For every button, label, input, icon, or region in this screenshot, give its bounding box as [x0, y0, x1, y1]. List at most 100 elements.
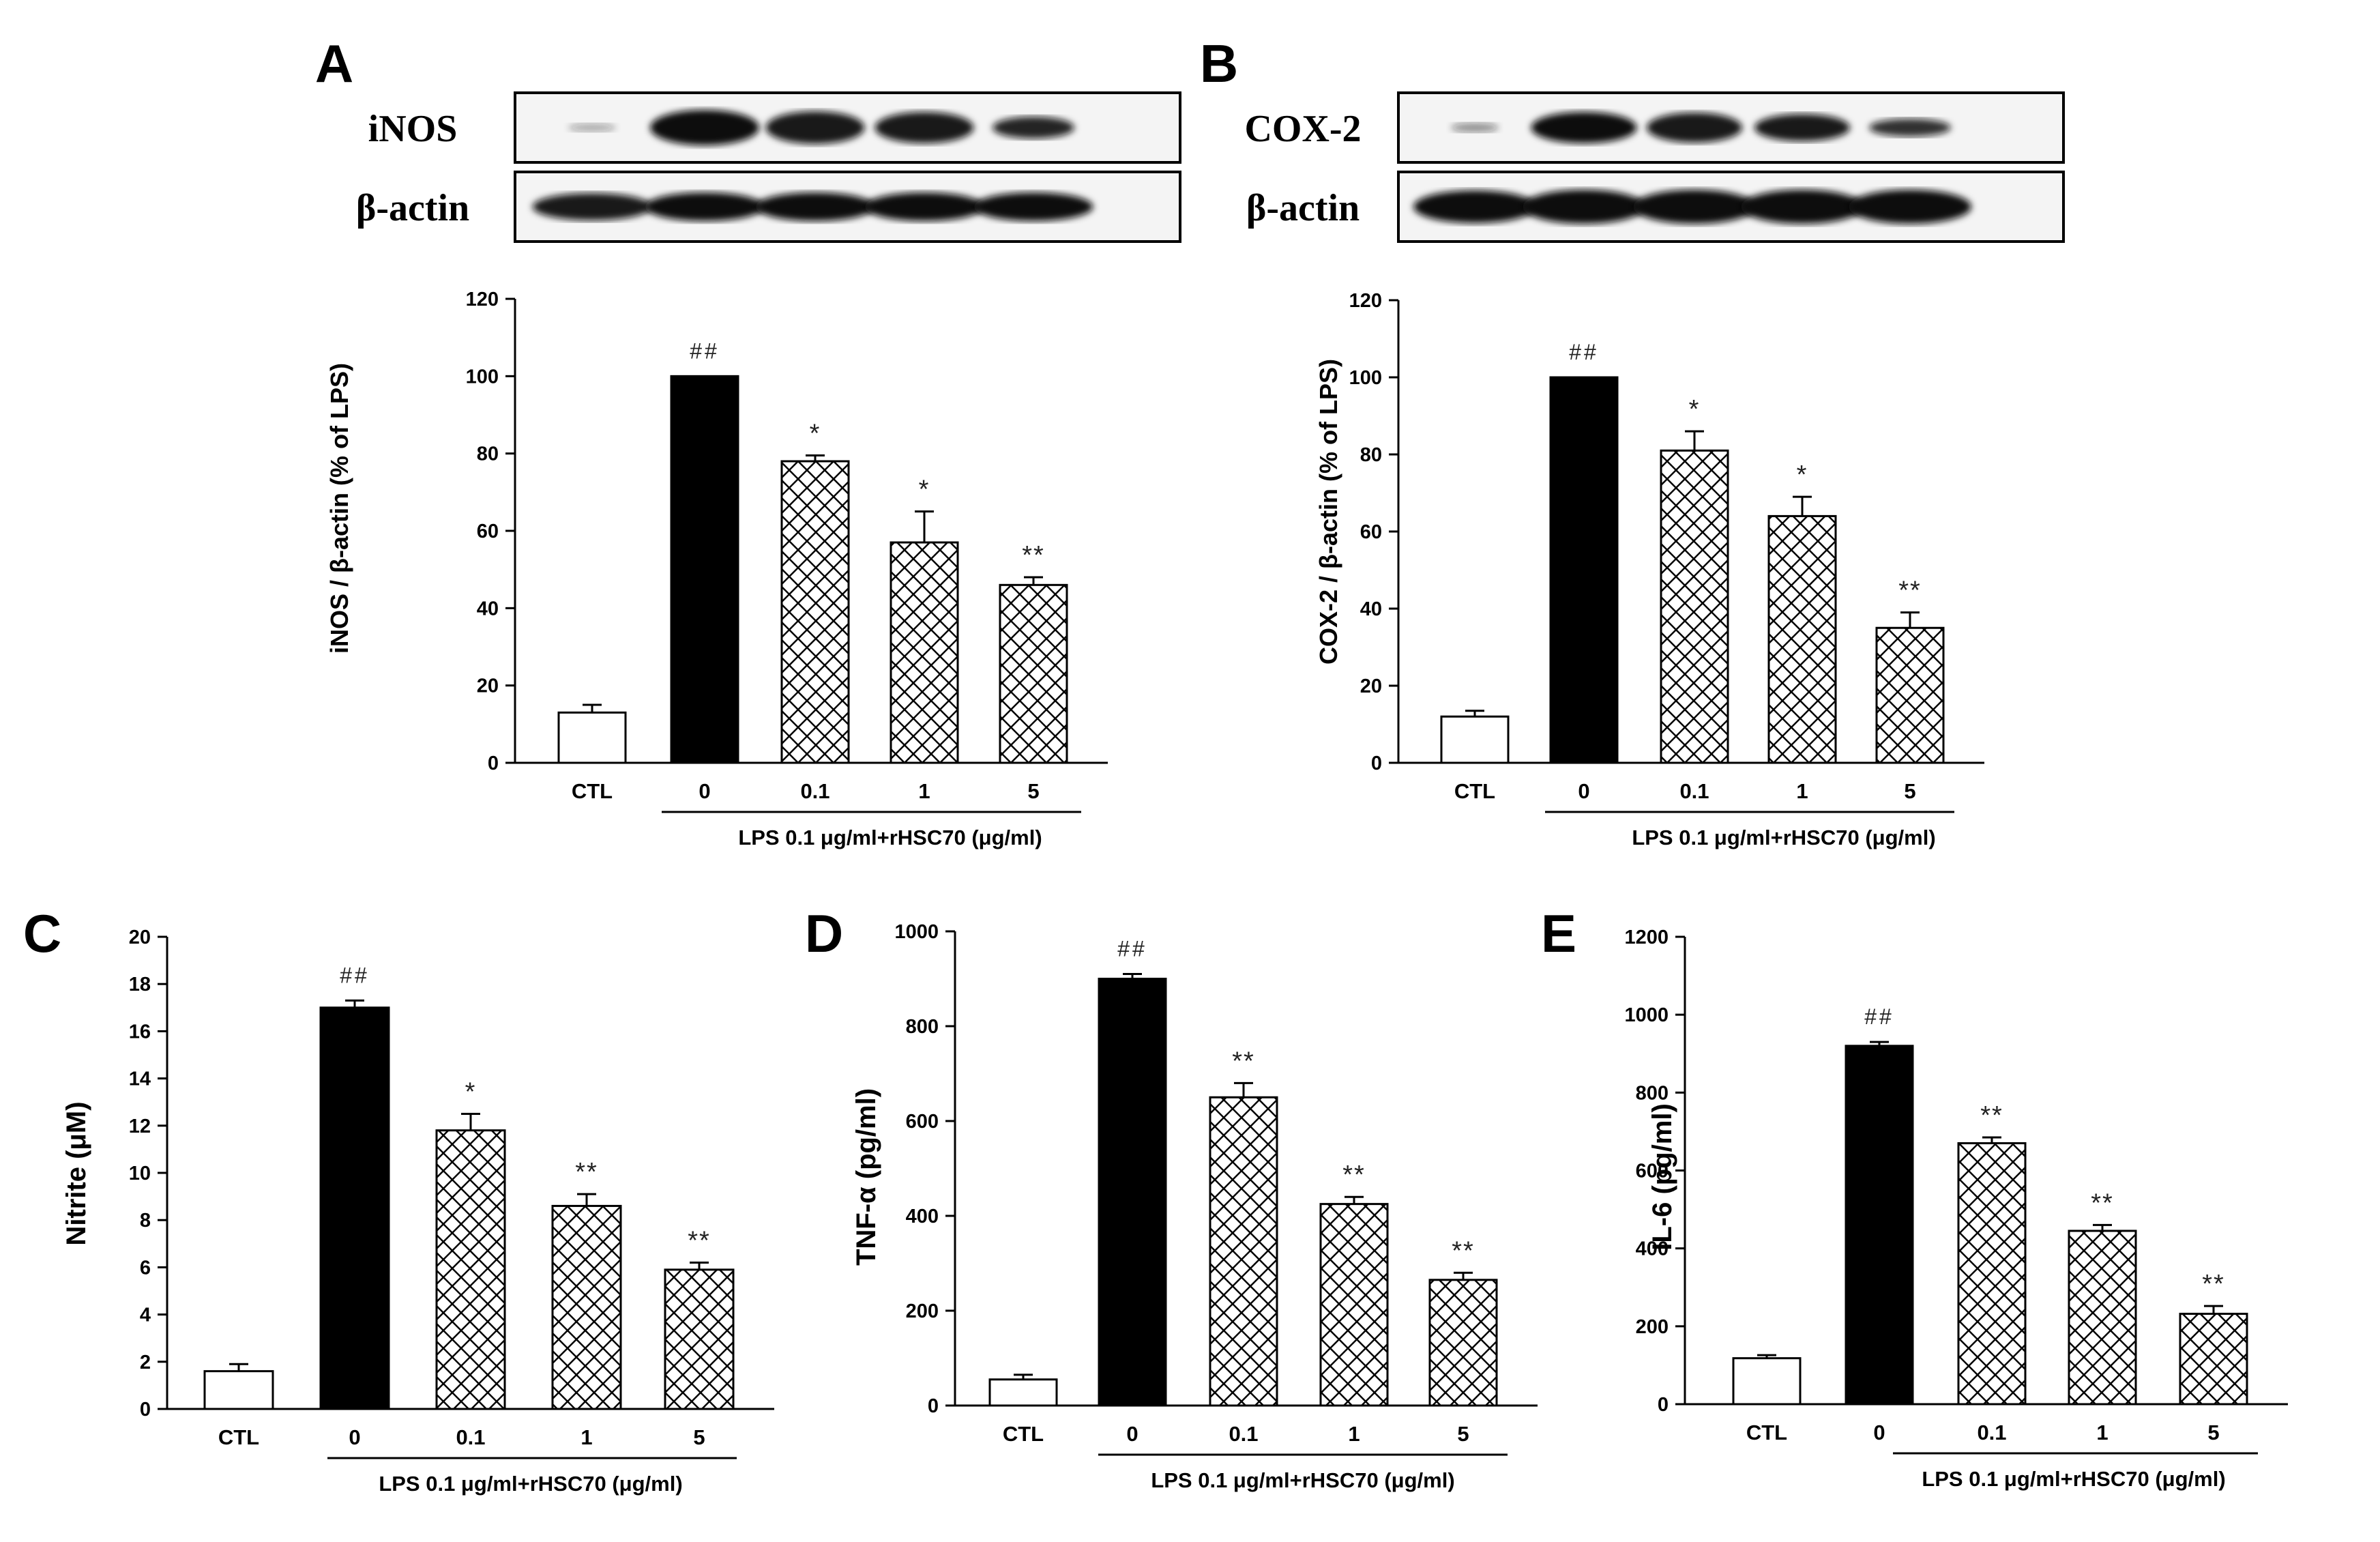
- x-axis-title: LPS 0.1 μg/ml+rHSC70 (μg/ml): [1632, 826, 1935, 849]
- x-tick-label: 5: [1904, 779, 1915, 803]
- y-tick-label: 40: [1360, 598, 1382, 620]
- protein-blot-label: COX-2: [1244, 108, 1361, 150]
- y-tick-label: 100: [1349, 367, 1382, 389]
- blot-band: [1849, 190, 1971, 224]
- y-tick-label: 0: [1371, 753, 1382, 774]
- significance-marker: **: [688, 1226, 711, 1255]
- actin-blot-label: β-actin: [1246, 187, 1360, 229]
- bar-0_1: [1957, 1142, 2027, 1406]
- blot-band: [875, 112, 974, 143]
- bar-5: [1875, 626, 1945, 764]
- chart-panel-b: B 0 20 40 60 80 100 120 COX-2 / β-actin (% of LP…: [1200, 33, 1984, 849]
- blot-band: [1633, 190, 1756, 224]
- bar-0: [319, 1006, 390, 1410]
- y-tick-label: 600: [906, 1111, 939, 1133]
- y-tick-label: 6: [140, 1257, 151, 1279]
- x-tick-label: CTL: [1003, 1422, 1044, 1446]
- x-tick-label: 5: [1457, 1422, 1469, 1446]
- blot-band: [1451, 123, 1499, 132]
- significance-marker: *: [1689, 395, 1701, 424]
- y-tick-label: 1000: [894, 921, 939, 943]
- blot-band: [568, 123, 616, 132]
- bar-5: [1428, 1279, 1498, 1407]
- bar-0_1: [780, 460, 850, 764]
- significance-marker: *: [810, 420, 821, 448]
- y-tick-label: 800: [906, 1016, 939, 1038]
- y-tick-label: 120: [466, 289, 499, 310]
- blot-band: [645, 192, 765, 221]
- blot-band: [765, 111, 865, 144]
- y-tick-label: 80: [1360, 444, 1382, 466]
- bar-0_1: [435, 1129, 506, 1410]
- significance-marker: ##: [1864, 1004, 1894, 1029]
- significance-marker: **: [2091, 1189, 2114, 1217]
- y-tick-label: 12: [129, 1116, 151, 1137]
- y-axis-title: iNOS / β-actin (% of LPS): [325, 363, 353, 654]
- western-blot-b: COX-2 β-actin: [1244, 91, 2065, 243]
- y-tick-label: 200: [1636, 1316, 1669, 1338]
- bar-ctl: [988, 1378, 1058, 1407]
- y-tick-label: 60: [477, 521, 499, 542]
- y-tick-label: 20: [477, 675, 499, 697]
- x-tick-label: CTL: [1454, 779, 1495, 803]
- y-tick-label: 20: [1360, 675, 1382, 697]
- x-axis-title: LPS 0.1 μg/ml+rHSC70 (μg/ml): [1151, 1468, 1454, 1492]
- significance-marker: **: [1980, 1101, 2003, 1130]
- western-blot-a: iNOS β-actin: [356, 91, 1181, 243]
- bar-1: [1319, 1203, 1389, 1407]
- bar-ctl: [203, 1370, 274, 1410]
- y-tick-label: 20: [129, 927, 151, 948]
- x-tick-label: 0: [699, 779, 710, 803]
- x-axis-title: LPS 0.1 μg/ml+rHSC70 (μg/ml): [1922, 1467, 2225, 1491]
- y-tick-label: 100: [466, 366, 499, 388]
- y-tick-label: 120: [1349, 290, 1382, 312]
- significance-marker: **: [1342, 1161, 1366, 1189]
- y-tick-label: 0: [140, 1399, 151, 1421]
- x-tick-label: 0: [1578, 779, 1589, 803]
- bar-5: [2179, 1313, 2248, 1406]
- y-tick-label: 60: [1360, 521, 1382, 543]
- x-axis-title: LPS 0.1 μg/ml+rHSC70 (μg/ml): [379, 1472, 682, 1496]
- blot-band: [1523, 190, 1645, 224]
- actin-blot-label: β-actin: [356, 187, 469, 229]
- x-tick-label: 5: [2207, 1421, 2219, 1444]
- x-axis-title: LPS 0.1 μg/ml+rHSC70 (μg/ml): [738, 826, 1042, 849]
- chart-panel-e: E 0 200 400 600 800 1000 1200 IL-6 (pg/ml) CTL ## 0…: [1541, 903, 2288, 1491]
- blot-band: [1754, 114, 1850, 141]
- bar-1: [1767, 514, 1837, 764]
- significance-marker: ##: [1569, 340, 1599, 364]
- y-tick-label: 800: [1636, 1082, 1669, 1104]
- panel-letter: E: [1541, 903, 1576, 963]
- significance-marker: *: [1797, 461, 1808, 489]
- y-axis-title: IL-6 (pg/ml): [1647, 1103, 1677, 1251]
- y-tick-label: 18: [129, 974, 151, 995]
- chart-panel-d: D 0 200 400 600 800 1000 TNF-α (pg/ml) CTL ## 0 ** 0…: [805, 903, 1538, 1492]
- y-axis-title: COX-2 / β-actin (% of LPS): [1314, 359, 1342, 665]
- y-tick-label: 600: [1636, 1161, 1669, 1182]
- chart-panel-a: A 0 20 40 60 80 100 120 iNOS / β-actin (% of LPS…: [315, 33, 1108, 849]
- y-axis-title: Nitrite (μM): [61, 1101, 91, 1245]
- x-tick-label: 5: [1027, 779, 1039, 803]
- panel-letter: D: [805, 903, 843, 963]
- bar-1: [551, 1204, 622, 1410]
- y-tick-label: 10: [129, 1163, 151, 1184]
- x-tick-label: 1: [581, 1425, 592, 1449]
- y-tick-label: 0: [1658, 1394, 1669, 1416]
- bar-5: [999, 583, 1068, 764]
- bar-1: [890, 541, 959, 764]
- x-tick-label: 1: [2096, 1421, 2108, 1444]
- significance-marker: **: [1452, 1236, 1475, 1265]
- significance-marker: ##: [1117, 937, 1147, 961]
- y-tick-label: 0: [928, 1395, 939, 1417]
- x-tick-label: 0: [1126, 1422, 1138, 1446]
- x-tick-label: 1: [1796, 779, 1808, 803]
- bar-0_1: [1660, 449, 1729, 764]
- blot-band: [973, 192, 1093, 221]
- y-tick-label: 400: [1636, 1238, 1669, 1260]
- x-tick-label: 0.1: [456, 1425, 485, 1449]
- x-tick-label: CTL: [218, 1425, 259, 1449]
- bar-0_1: [1209, 1096, 1278, 1407]
- blot-band: [650, 110, 759, 145]
- significance-marker: **: [1898, 577, 1922, 605]
